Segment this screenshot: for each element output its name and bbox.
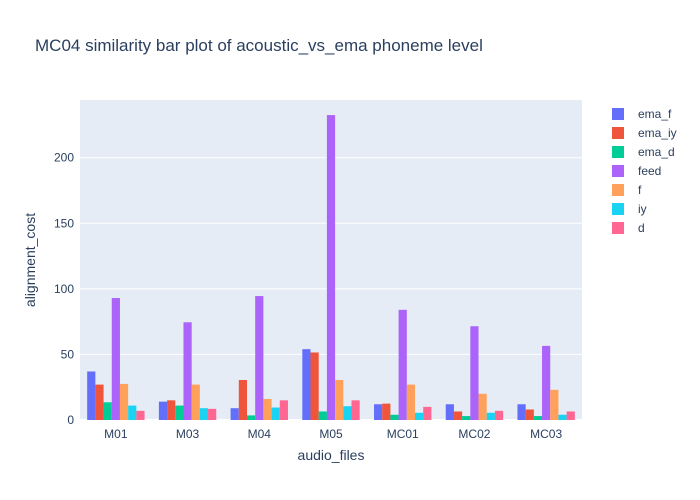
x-tick-label: M01: [104, 427, 128, 441]
bar-iy-MC03[interactable]: [558, 414, 567, 420]
bar-d-MC03[interactable]: [566, 411, 575, 420]
legend-swatch: [612, 165, 624, 177]
legend-item-feed[interactable]: feed: [612, 164, 661, 178]
bar-ema_d-MC01[interactable]: [390, 414, 399, 420]
legend-label: iy: [638, 202, 647, 216]
legend-label: ema_f: [638, 107, 672, 121]
bar-ema_iy-M05[interactable]: [310, 352, 319, 420]
legend-item-ema_iy[interactable]: ema_iy: [612, 126, 677, 140]
legend-item-d[interactable]: d: [612, 221, 645, 235]
x-axis-title: audio_files: [298, 447, 365, 463]
bar-f-M01[interactable]: [119, 383, 129, 420]
bar-ema_iy-MC02[interactable]: [453, 411, 463, 420]
bar-d-MC01[interactable]: [423, 406, 432, 420]
bar-feed-MC03[interactable]: [542, 345, 551, 420]
legend-label: ema_d: [638, 145, 675, 159]
bar-ema_f-M04[interactable]: [230, 408, 239, 420]
legend-item-ema_d[interactable]: ema_d: [612, 145, 675, 159]
bar-ema_d-M05[interactable]: [318, 411, 327, 420]
bar-feed-M01[interactable]: [111, 298, 120, 420]
y-tick-label: 150: [54, 216, 74, 230]
y-tick-label: 100: [54, 282, 74, 296]
bar-ema_f-MC03[interactable]: [517, 404, 526, 420]
bars-group: [87, 115, 575, 420]
bar-f-M05[interactable]: [335, 380, 344, 420]
bar-ema_iy-M04[interactable]: [238, 380, 247, 420]
bar-d-M04[interactable]: [279, 400, 288, 420]
legend-item-iy[interactable]: iy: [612, 202, 647, 216]
x-tick-label: M04: [248, 427, 272, 441]
y-axis-ticks: 0 50 100 150 200: [54, 151, 74, 427]
bar-ema_d-MC02[interactable]: [462, 416, 471, 420]
bar-ema_d-MC03[interactable]: [533, 416, 543, 420]
bar-feed-MC01[interactable]: [398, 309, 407, 420]
bar-ema_d-M04[interactable]: [246, 415, 256, 420]
bar-ema_f-M03[interactable]: [158, 401, 168, 420]
bar-ema_f-MC02[interactable]: [445, 404, 454, 420]
bar-iy-MC02[interactable]: [486, 412, 495, 420]
y-tick-label: 0: [67, 413, 74, 427]
legend-item-ema_f[interactable]: ema_f: [612, 107, 672, 121]
legend-label: feed: [638, 164, 661, 178]
x-tick-label: MC01: [387, 427, 419, 441]
chart-title: MC04 similarity bar plot of acoustic_vs_…: [35, 36, 483, 55]
x-tick-label: MC02: [458, 427, 490, 441]
legend-swatch: [612, 127, 624, 139]
x-tick-label: M05: [319, 427, 343, 441]
bar-feed-MC02[interactable]: [470, 326, 479, 420]
legend-label: f: [638, 183, 642, 197]
bar-ema_f-MC01[interactable]: [374, 404, 383, 420]
x-tick-label: M03: [176, 427, 200, 441]
y-tick-label: 50: [61, 347, 75, 361]
legend-label: ema_iy: [638, 126, 677, 140]
bar-ema_iy-M01[interactable]: [95, 384, 104, 420]
bar-f-MC02[interactable]: [478, 393, 487, 420]
bar-iy-M03[interactable]: [199, 408, 209, 420]
bar-d-M05[interactable]: [351, 400, 360, 420]
x-tick-label: MC03: [530, 427, 562, 441]
legend-swatch: [612, 184, 624, 196]
y-tick-label: 200: [54, 151, 74, 165]
bar-d-MC02[interactable]: [494, 410, 504, 420]
legend-swatch: [612, 108, 624, 120]
bar-feed-M04[interactable]: [255, 296, 264, 420]
bar-iy-M04[interactable]: [271, 407, 280, 420]
bar-f-M03[interactable]: [191, 384, 200, 420]
bar-ema_f-M01[interactable]: [87, 371, 96, 420]
bar-feed-M05[interactable]: [326, 115, 336, 420]
legend-label: d: [638, 221, 645, 235]
bar-ema_iy-M03[interactable]: [167, 400, 176, 420]
bar-d-M03[interactable]: [208, 408, 217, 420]
bar-iy-MC01[interactable]: [415, 412, 424, 420]
bar-ema_iy-MC03[interactable]: [525, 409, 534, 420]
bar-ema_iy-MC01[interactable]: [382, 403, 391, 420]
bar-feed-M03[interactable]: [183, 322, 192, 420]
legend-swatch: [612, 203, 624, 215]
bar-iy-M05[interactable]: [343, 406, 352, 420]
x-axis-ticks: M01 M03 M04 M05 MC01 MC02 MC03: [104, 427, 562, 441]
bar-f-M04[interactable]: [263, 399, 272, 420]
legend-swatch: [612, 146, 624, 158]
bar-ema_d-M01[interactable]: [103, 402, 112, 420]
legend-item-f[interactable]: f: [612, 183, 642, 197]
bar-ema_f-M05[interactable]: [302, 349, 311, 420]
bar-f-MC01[interactable]: [406, 384, 416, 420]
bar-f-MC03[interactable]: [550, 389, 559, 420]
legend-swatch: [612, 222, 624, 234]
y-axis-title: alignment_cost: [22, 213, 38, 307]
bar-iy-M01[interactable]: [128, 405, 137, 420]
bar-ema_d-M03[interactable]: [175, 405, 184, 420]
bar-d-M01[interactable]: [136, 410, 145, 420]
